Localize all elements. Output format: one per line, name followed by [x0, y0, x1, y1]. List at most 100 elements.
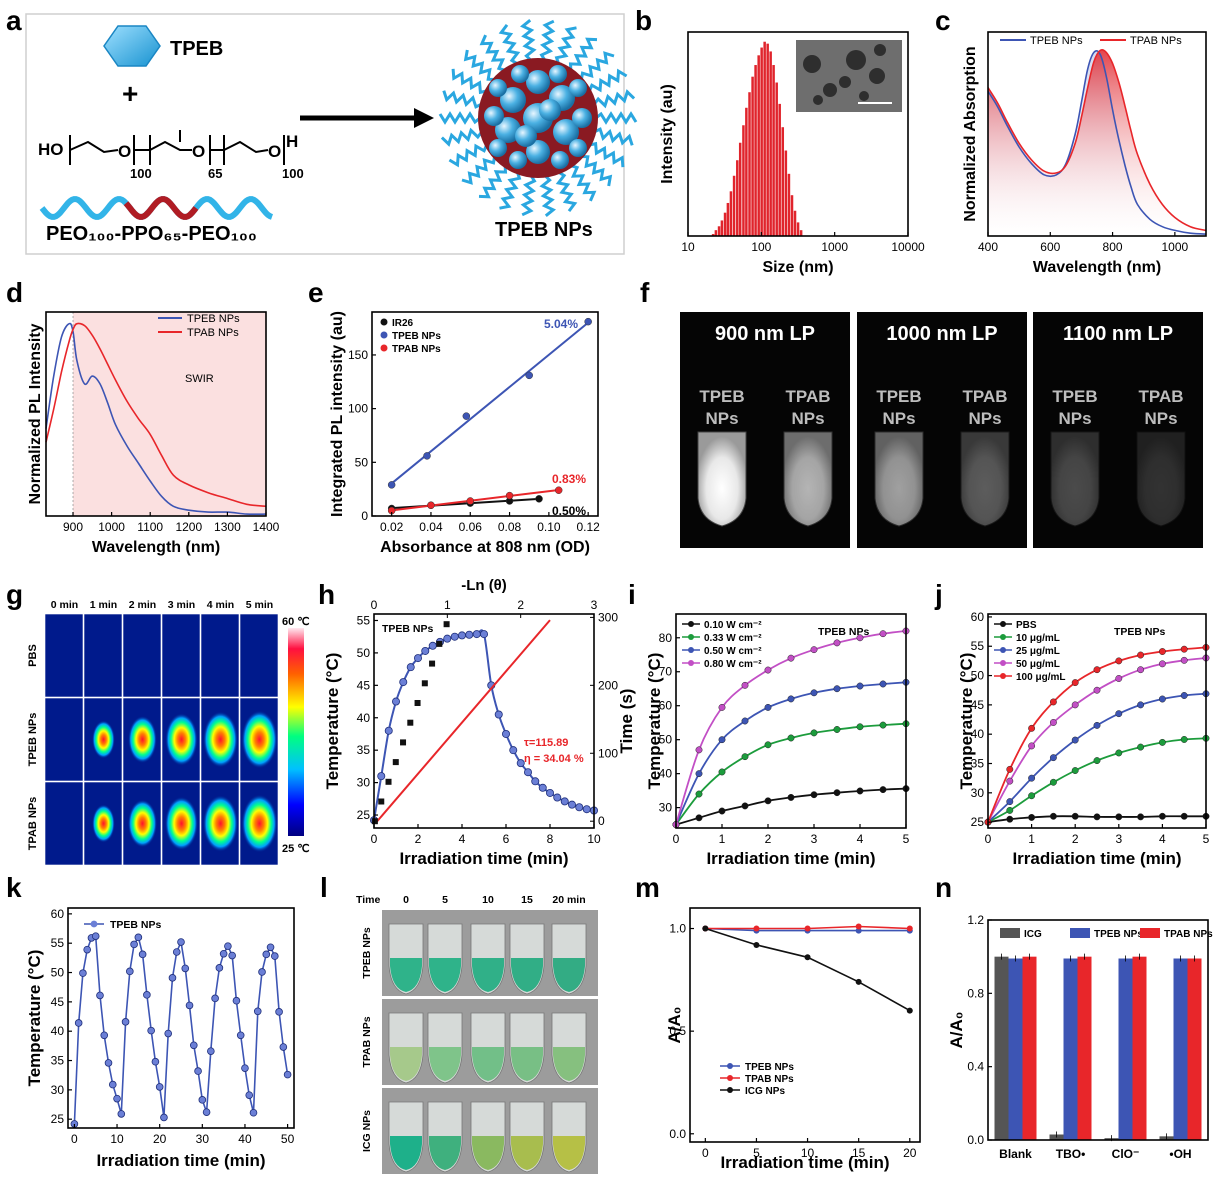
x-tick-label: 1000 — [1162, 240, 1189, 254]
size-bar — [769, 51, 772, 236]
y-tick-label: 35 — [51, 1054, 65, 1068]
data-point — [764, 666, 772, 674]
cycle-point — [91, 932, 100, 940]
y-axis-label: Temperature (°C) — [957, 653, 976, 790]
legend-label: PBS — [1016, 620, 1037, 631]
formula-o2: O — [192, 142, 205, 161]
pl-line — [45, 322, 267, 508]
filter-label: 1000 nm LP — [886, 323, 997, 345]
y-tick-label: 25 — [357, 808, 371, 822]
bar — [1132, 956, 1147, 1140]
panel-letter-g: g — [6, 579, 23, 610]
data-point — [387, 481, 396, 489]
data-point — [804, 925, 811, 932]
tube-solution — [511, 958, 543, 992]
corona-chain — [478, 165, 508, 199]
size-bar — [772, 65, 775, 237]
tube-label-line: NPs — [968, 409, 1001, 428]
panel-letter-n: n — [935, 872, 952, 903]
row-label: TPEB NPs — [361, 927, 373, 979]
cycle-point — [236, 1031, 245, 1040]
x-tick-label: 20 — [903, 1146, 917, 1160]
data-point — [753, 925, 760, 932]
tube-solution — [511, 1047, 543, 1081]
lntheta-point — [443, 621, 450, 628]
lntheta-point — [385, 778, 392, 785]
corona-chain — [438, 111, 481, 125]
legend-label: TPEB NPs — [745, 1062, 794, 1073]
x-axis-label: Size (nm) — [762, 259, 833, 276]
x-tick-label: 40 — [238, 1132, 252, 1146]
corona-chain — [570, 164, 597, 202]
legend-label-tpeb: TPEB NPs — [187, 313, 240, 325]
panel-f: 900 nm LP TPEB NPs TPAB NPs 1000 nm LP TPEB NPs… — [680, 312, 1203, 548]
np-sphere — [500, 87, 526, 113]
nanoparticle-icon — [438, 19, 638, 217]
y-tick-label: 30 — [51, 1083, 65, 1097]
data-point — [1028, 813, 1036, 821]
data-point — [1093, 721, 1101, 729]
temperature-point — [516, 759, 525, 768]
data-point — [1049, 698, 1057, 706]
panel-letter-h: h — [318, 579, 335, 610]
legend-label: TPEB NPs — [392, 331, 441, 342]
corona-chain — [568, 37, 598, 71]
legend-label: TPEB NPs — [1094, 929, 1143, 940]
size-bar — [778, 103, 781, 236]
hot-spot — [127, 799, 158, 848]
thermal-cell — [161, 613, 201, 698]
helix-red — [123, 196, 199, 220]
corona-chain — [593, 89, 636, 109]
x-tick-label: 0.10 — [537, 520, 561, 534]
size-bar — [711, 234, 715, 236]
thermal-cell — [200, 613, 240, 698]
tem-inset — [796, 40, 902, 112]
data-point — [718, 736, 726, 744]
temperature-point — [457, 631, 466, 640]
colorbar-max-label: 60 ℃ — [282, 616, 310, 628]
y-tick-label: 50 — [357, 646, 371, 660]
corona-chain — [554, 26, 577, 65]
temperature-point — [406, 663, 415, 672]
data-point — [695, 746, 703, 754]
data-point — [810, 689, 818, 697]
temperature-point — [582, 805, 591, 814]
cycle-point — [108, 1080, 117, 1089]
chart-k: 0 10 20 30 40 50 25 30 35 40 45 50 55 60 TPEB NPs Irrad… — [25, 907, 295, 1170]
tube-solution — [390, 1136, 422, 1170]
lntheta-point — [421, 680, 428, 687]
cycle-point — [241, 1064, 249, 1072]
corona-chain — [498, 24, 521, 66]
data-point — [1115, 657, 1123, 665]
y2-tick-label: 100 — [598, 746, 618, 760]
data-point — [1115, 675, 1123, 682]
hot-spot — [241, 794, 278, 853]
data-point — [1180, 645, 1188, 653]
x-tick-label: 0.12 — [576, 520, 600, 534]
legend-swatch — [1070, 928, 1090, 938]
time-label: 0 min — [51, 599, 78, 611]
temperature-point — [377, 772, 386, 781]
data-point — [1006, 806, 1014, 814]
data-point — [718, 768, 726, 776]
size-bar — [732, 175, 736, 236]
y-axis-label: Time (s) — [617, 689, 636, 754]
swir-label: SWIR — [185, 373, 214, 385]
x-tick-label: 1000 — [98, 520, 125, 534]
glowing-tube — [960, 431, 1010, 527]
lntheta-point — [400, 739, 407, 746]
cycle-point — [151, 1057, 160, 1066]
data-point — [1028, 724, 1036, 732]
cycle-point — [138, 950, 147, 959]
size-bar — [723, 212, 727, 236]
size-bar — [781, 127, 785, 236]
legend-marker — [90, 920, 98, 928]
time-value: 15 — [521, 894, 533, 906]
y-tick-label: 55 — [971, 639, 985, 653]
y-axis-label: Temperature (°C) — [645, 653, 664, 790]
x-tick-label: 5 — [903, 832, 910, 846]
corona-chain — [461, 156, 497, 185]
x-tick-label: 4 — [857, 832, 864, 846]
corona-chain — [519, 19, 537, 62]
